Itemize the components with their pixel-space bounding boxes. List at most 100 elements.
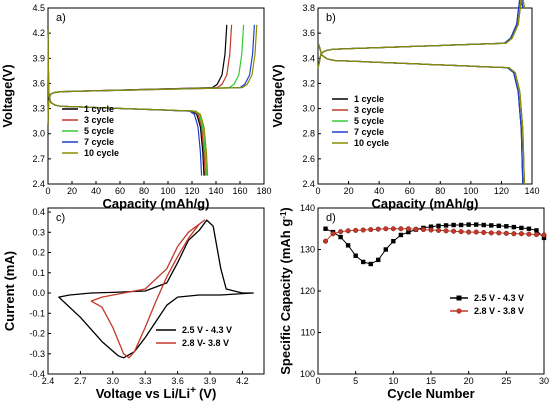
data-point [375, 226, 381, 232]
x-tick-label: 160 [232, 186, 247, 196]
x-axis-label-text: Voltage vs Li/Li [96, 386, 190, 401]
legend-label: 10 cycle [84, 148, 119, 158]
x-tick-label: 40 [91, 186, 101, 196]
y-axis-label-text: Specific Capacity (mAh g [278, 219, 293, 375]
x-tick-label: 180 [256, 186, 271, 196]
y-axis-label: Specific Capacity (mAh g-1) [278, 207, 293, 375]
x-tick-label: 0 [315, 376, 320, 386]
x-tick-label: 140 [524, 186, 539, 196]
data-point [353, 227, 359, 233]
y-axis-label-close: ) [278, 207, 293, 211]
x-tick-label: 20 [67, 186, 77, 196]
y-tick-label: 3.2 [302, 78, 315, 88]
data-point [368, 227, 374, 233]
x-tick-label: 25 [501, 376, 511, 386]
x-axis-label-text: Capacity (mAh/g) [372, 196, 479, 211]
data-point [330, 231, 336, 237]
legend-label: 7 cycle [354, 127, 384, 137]
y-tick-label: 0.3 [32, 227, 45, 237]
legend-label: 2.8 V - 3.8 V [474, 306, 524, 316]
legend-label: 1 cycle [84, 104, 114, 114]
series-discharge-line [317, 44, 525, 185]
y-tick-label: 0.0 [32, 288, 45, 298]
series-discharge-line [317, 44, 524, 185]
data-point [345, 228, 351, 234]
x-tick-label: 2.4 [42, 376, 55, 386]
legend-label: 2.8 V- 3.8 V [182, 338, 229, 348]
y-tick-label: 3.8 [302, 3, 315, 13]
plot-frame [317, 207, 545, 375]
data-point [390, 226, 396, 232]
y-tick-label: 4.2 [32, 28, 45, 38]
data-point [428, 227, 434, 233]
data-point [503, 230, 509, 236]
data-point [511, 231, 517, 237]
chart-panel-a: 0 20 40 60 80 100 120 140 160 180 2.4 2.7 3.0 3.3 3.6 3… [0, 3, 272, 211]
x-tick-label: 5 [353, 376, 358, 386]
data-point [451, 228, 457, 234]
series-charge-line [317, 0, 524, 69]
x-tick-label: 10 [388, 376, 398, 386]
data-point [488, 230, 494, 236]
y-tick-label: 2.4 [302, 179, 315, 189]
data-point [398, 226, 404, 232]
data-point [466, 222, 471, 227]
data-point [458, 229, 464, 235]
panel-label: a) [56, 12, 66, 24]
x-tick-label: 0 [45, 186, 50, 196]
x-axis-label: Voltage vs Li/Li+ (V) [96, 385, 217, 401]
x-tick-label: 3.3 [139, 376, 152, 386]
data-point [474, 222, 479, 227]
y-tick-label: 120 [300, 286, 315, 296]
series-cv-line [90, 219, 206, 359]
x-tick-label: 60 [115, 186, 125, 196]
data-point [496, 230, 502, 236]
y-tick-label: -0.3 [29, 349, 45, 359]
y-tick-label: 0.4 [32, 207, 45, 217]
y-tick-label: 2.4 [32, 179, 45, 189]
y-tick-label: 0.1 [32, 268, 45, 278]
chart-panel-d: 0 5 10 15 20 25 30 100 110 120 130 140 d) Cycle Numbe… [278, 203, 549, 401]
legend-label: 5 cycle [84, 126, 114, 136]
y-axis-label: Voltage(V) [270, 64, 285, 127]
chart-panel-b: 0 20 40 60 80 100 120 140 2.4 2.6 2.8 3.0 3.2 3.4 3.6 3… [270, 0, 540, 211]
data-point [526, 226, 532, 231]
data-point [435, 227, 442, 233]
data-point [338, 229, 344, 235]
data-point [533, 232, 540, 238]
y-tick-label: 140 [300, 203, 315, 213]
x-tick-label: 4.2 [236, 376, 249, 386]
y-tick-label: 3.6 [302, 28, 315, 38]
x-tick-label: 3.6 [171, 376, 184, 386]
x-axis-label: Cycle Number [387, 386, 474, 401]
x-tick-label: 100 [463, 186, 478, 196]
legend-label: 1 cycle [354, 94, 384, 104]
plot-frame [317, 7, 533, 185]
series-charge-line [47, 24, 233, 126]
plot-frame [47, 7, 265, 185]
x-axis-label-unit: (V) [199, 386, 216, 401]
series-charge-line [47, 24, 245, 126]
y-tick-label: 2.7 [32, 154, 45, 164]
y-tick-label: 0.2 [32, 248, 45, 258]
y-axis-label-text: Voltage(V) [270, 64, 285, 127]
data-point [436, 223, 441, 229]
series-discharge-line [317, 44, 524, 185]
data-point [526, 231, 532, 237]
x-tick-label: 80 [139, 186, 149, 196]
x-tick-label: 15 [426, 376, 436, 386]
panel-label: c) [56, 212, 65, 224]
data-point [481, 229, 487, 236]
data-point [361, 259, 366, 265]
chart-panel-c: 2.4 2.7 3.0 3.3 3.6 3.9 4.2 -0.4 -0.3 -0.2 -0.1 0.0… [2, 207, 265, 401]
legend-label: 5 cycle [354, 116, 384, 126]
data-point [322, 238, 329, 244]
x-tick-label: 20 [464, 376, 474, 386]
series-cv-line [58, 219, 254, 359]
legend-marker [456, 295, 462, 301]
y-axis-label: Current (mA) [2, 251, 17, 331]
x-tick-label: 100 [160, 186, 175, 196]
data-point [406, 229, 411, 235]
data-point [420, 227, 427, 233]
